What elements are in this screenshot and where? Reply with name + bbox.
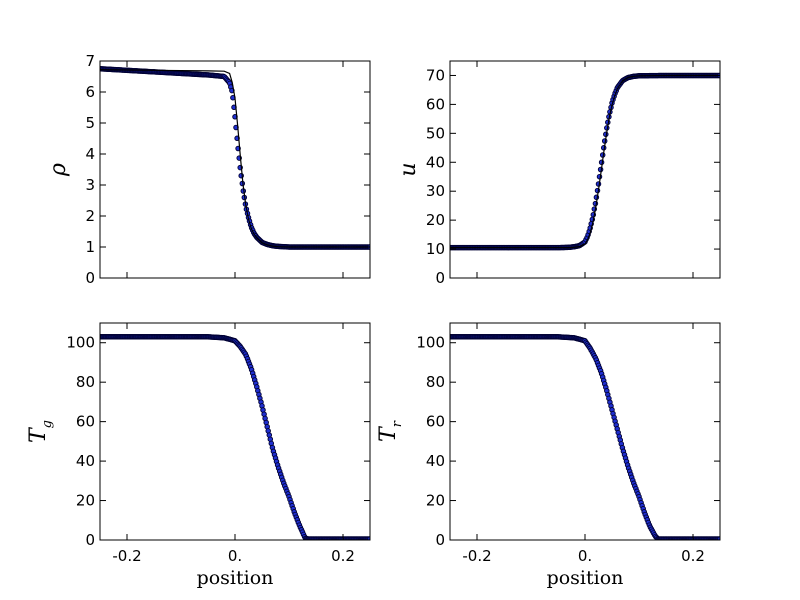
x-tick-label: 0. (228, 547, 242, 565)
y-axis-label: Tr (376, 420, 405, 442)
y-tick-label: 50 (426, 124, 445, 142)
y-axis-label: ρ (46, 163, 71, 177)
y-tick-label: 100 (66, 334, 95, 352)
axes-frame (449, 322, 721, 541)
subplot-4: -0.2 0. 0.2 0 20 40 60 80 100 Tr position (376, 322, 721, 589)
y-tick-label: 40 (76, 452, 95, 470)
axes-frame (99, 322, 371, 541)
y-tick-label: 3 (85, 176, 95, 194)
y-tick-label: 80 (426, 373, 445, 391)
y-tick-label: 100 (416, 334, 445, 352)
y-tick-label: 30 (426, 182, 445, 200)
y-tick-label: 0 (435, 269, 445, 287)
subplot-3: -0.2 0. 0.2 0 20 40 60 80 100 Tg position (26, 322, 371, 589)
y-tick-label: 40 (426, 153, 445, 171)
y-tick-label: 70 (426, 66, 445, 84)
y-tick-label: 5 (85, 114, 95, 132)
y-tick-label: 60 (426, 413, 445, 431)
x-tick-label: 0.2 (681, 547, 705, 565)
x-tick-label: -0.2 (462, 547, 491, 565)
y-tick-label: 4 (85, 145, 95, 163)
data-point (367, 536, 370, 540)
y-tick-label: 1 (85, 238, 95, 256)
plot-area (100, 66, 370, 250)
data-point (717, 536, 720, 540)
series-markers (100, 334, 370, 540)
plot-area (450, 334, 720, 540)
y-tick-label: 0 (85, 531, 95, 549)
y-tick-label: 80 (76, 373, 95, 391)
y-tick-label: 60 (76, 413, 95, 431)
series-markers (450, 334, 720, 540)
y-tick-label: 20 (426, 211, 445, 229)
x-tick-label: 0. (578, 547, 592, 565)
y-tick-label: 60 (426, 95, 445, 113)
subplot-1: 0 1 2 3 4 5 6 7 ρ (46, 52, 371, 287)
y-tick-label: 0 (435, 531, 445, 549)
y-tick-label: 2 (85, 207, 95, 225)
y-tick-label: 10 (426, 240, 445, 258)
series-markers (100, 66, 370, 250)
plot-area (450, 72, 720, 251)
y-tick-label: 0 (85, 269, 95, 287)
x-tick-label: 0.2 (331, 547, 355, 565)
x-axis-label: position (547, 567, 624, 589)
x-tick-label: -0.2 (112, 547, 141, 565)
y-tick-label: 7 (85, 52, 95, 70)
series-markers (450, 72, 720, 251)
y-axis-label: Tg (26, 420, 55, 443)
y-tick-label: 20 (76, 492, 95, 510)
y-axis-label: u (396, 162, 421, 176)
y-tick-label: 40 (426, 452, 445, 470)
y-tick-label: 20 (426, 492, 445, 510)
plot-area (100, 334, 370, 540)
subplot-2: 0 10 20 30 40 50 60 70 u (396, 60, 721, 287)
y-tick-label: 6 (85, 83, 95, 101)
series-line (100, 69, 370, 248)
series-line (450, 74, 720, 249)
x-axis-label: position (197, 567, 274, 589)
